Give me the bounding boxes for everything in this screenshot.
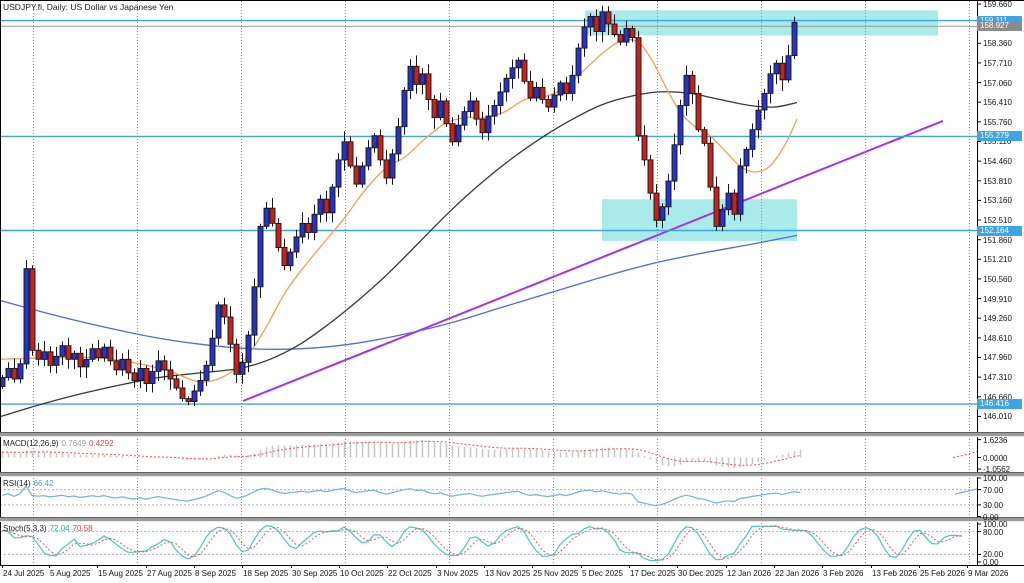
rsi-pane-layer [0,484,978,507]
macd-axis-label: 0.0000 [983,453,1008,463]
macd-indicator-title: MACD(12,26,9) 0.7649 0.4292 [3,439,117,448]
price-badge-blue: 146.416 [977,399,1022,410]
date-tick-label: 17 Dec 2025 [630,569,676,578]
price-tick-label: 147.310 [983,373,1012,383]
date-tick-label: 25 Feb 2026 [920,569,965,578]
macd-label: MACD(12,26,9) [3,439,59,448]
rsi-label: RSI(14) [3,479,31,488]
stoch-axis-label: 100.00 [983,520,1008,529]
date-tick-label: 15 Aug 2025 [98,569,143,578]
rsi-indicator-title: RSI(14) 66.42 [3,479,57,488]
price-tick-label: 149.260 [983,314,1012,324]
price-tick-label: 155.760 [983,117,1012,127]
price-tick-label: 154.460 [983,157,1012,167]
price-tick-label: 151.860 [983,235,1012,245]
date-tick-label: 9 Mar 2026 [968,569,1009,578]
date-tick-label: 8 Sep 2025 [195,569,236,578]
price-tick-label: 159.660 [983,0,1012,10]
date-tick-label: 3 Feb 2026 [823,569,864,578]
price-tick-label: 152.510 [983,216,1012,226]
date-tick-label: 12 Jan 2026 [727,569,772,578]
price-tick-label: 150.560 [983,274,1012,284]
macd-pane-layer [1,440,978,468]
stoch-value-k: 72.04 [49,524,70,533]
pane-separator-macd[interactable] [0,432,1024,437]
date-tick-label: 13 Feb 2026 [872,569,917,578]
trendline-layer [242,119,944,402]
price-tick-label: 157.710 [983,58,1012,68]
hlines-layer [0,19,977,405]
price-tick-label: 153.810 [983,176,1012,186]
rsi-axis-label: 30.00 [983,500,1004,510]
macd-value-main: 0.7649 [61,439,87,448]
price-tick-label: 148.610 [983,333,1012,343]
date-tick-label: 22 Jan 2026 [775,569,820,578]
rsi-axis-label: 70.00 [983,485,1004,495]
date-tick-label: 13 Nov 2025 [485,569,531,578]
stoch-axis-label: 20.00 [983,550,1004,560]
price-tick-label: 153.160 [983,196,1012,206]
date-tick-label: 24 Jul 2025 [3,569,45,578]
stoch-axis-label: 0.00 [983,558,999,567]
stoch-pane-layer [0,524,977,562]
price-tick-label: 156.410 [983,98,1012,108]
price-tick-label: 146.660 [983,392,1012,402]
price-badge-blue: 155.279 [977,131,1022,142]
date-tick-label: 10 Oct 2025 [340,569,384,578]
price-tick-label: 157.060 [983,78,1012,88]
date-tick-label: 27 Aug 2025 [147,569,192,578]
grid-layer [33,1,970,565]
date-tick-label: 5 Aug 2025 [50,569,91,578]
stoch-axis-label: 80.00 [983,527,1004,537]
price-tick-label: 151.210 [983,255,1012,265]
macd-axis-label: 1.6236 [983,435,1008,445]
supply-demand-zones-layer [585,10,938,241]
date-tick-label: 18 Sep 2025 [243,569,289,578]
macd-value-signal: 0.4292 [89,439,114,448]
frame-layer [0,0,1024,568]
price-tick-label: 158.360 [983,39,1012,49]
rsi-axis-label: 0.00 [983,512,999,522]
price-tick-label: 147.960 [983,353,1012,363]
price-badge-blue: 152.164 [977,225,1022,236]
rsi-axis-label: 100.00 [983,474,1008,483]
date-tick-label: 30 Dec 2025 [678,569,724,578]
price-tick-label: 146.010 [983,412,1012,422]
price-tick-label: 149.910 [983,294,1012,304]
stoch-indicator-title: Stoch(5,3,3) 72.04 70.58 [3,524,96,533]
rsi-value: 66.42 [33,479,54,488]
chart-symbol-title: USDJPY.fi, Daily: US Dollar vs Japanese … [3,2,174,12]
pane-separator-rsi[interactable] [0,472,1024,477]
pane-separator-stoch[interactable] [0,517,1024,522]
macd-axis-label: -1.0562 [983,465,1011,475]
price-tick-label: 155.110 [983,137,1012,147]
price-badge-blue: 159.111 [977,15,1022,26]
date-tick-label: 5 Dec 2025 [582,569,623,578]
price-badge-gray: 158.927 [977,21,1022,32]
stoch-value-d: 70.58 [72,524,93,533]
date-tick-label: 25 Nov 2025 [533,569,579,578]
date-tick-label: 22 Oct 2025 [388,569,432,578]
candles-layer [0,5,798,406]
date-tick-label: 3 Nov 2025 [437,569,478,578]
moving-average-slow-layer [0,234,798,350]
date-tick-label: 30 Sep 2025 [292,569,338,578]
stoch-label: Stoch(5,3,3) [3,524,47,533]
